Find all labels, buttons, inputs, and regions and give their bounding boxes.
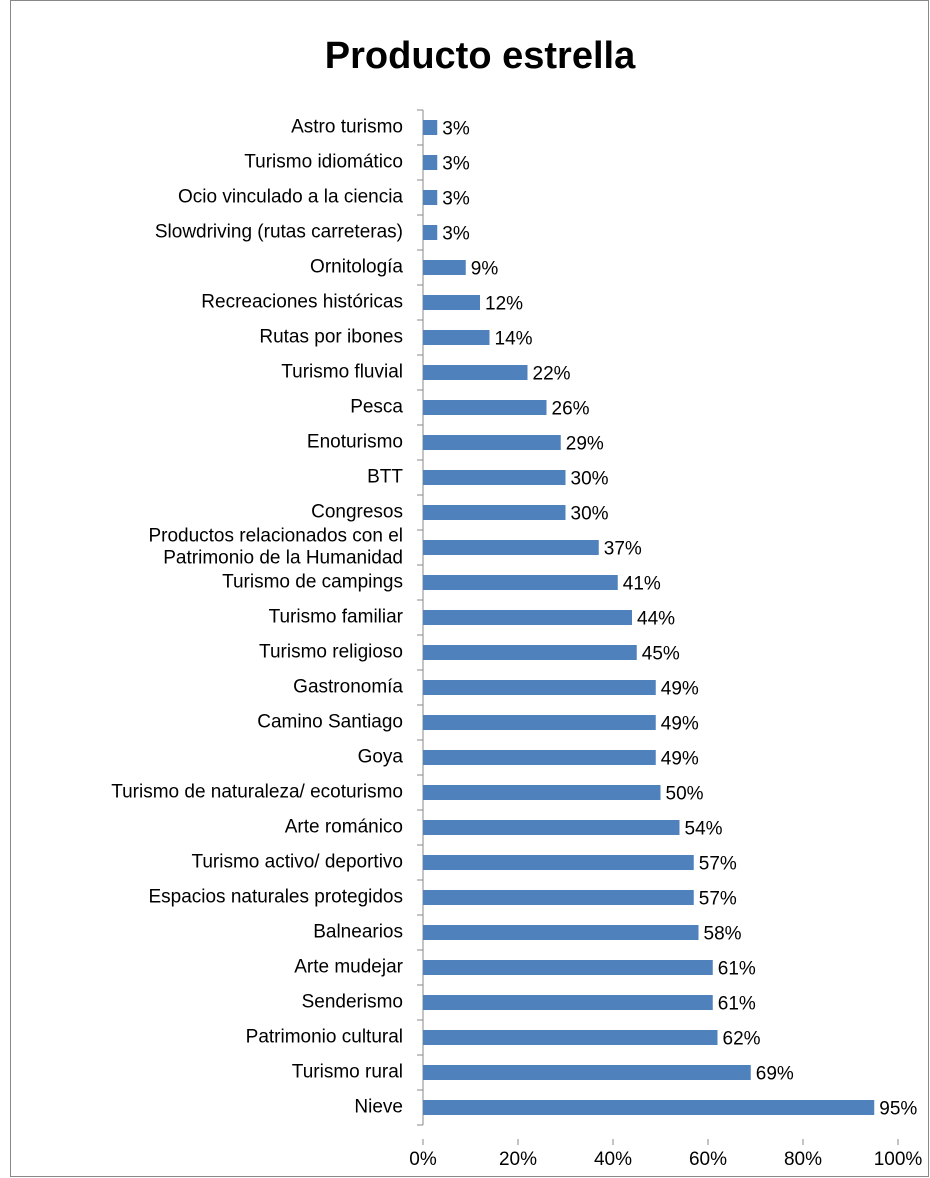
y-tick-label: Turismo fluvial — [281, 362, 403, 383]
bar — [423, 155, 438, 170]
bar — [423, 785, 661, 800]
bar — [423, 960, 713, 975]
data-label: 50% — [666, 784, 704, 805]
y-tick-label: Patrimonio cultural — [246, 1027, 403, 1048]
y-tick-label: Turismo de campings — [222, 572, 403, 593]
data-label: 3% — [442, 154, 470, 175]
bar — [423, 435, 561, 450]
y-tick-label: Espacios naturales protegidos — [148, 887, 403, 908]
x-tick-label: 100% — [874, 1149, 923, 1170]
y-tick-label: Turismo rural — [292, 1062, 403, 1083]
data-label: 3% — [442, 224, 470, 245]
data-label: 37% — [604, 539, 642, 560]
y-tick-label: Recreaciones históricas — [201, 292, 403, 313]
bar — [423, 540, 599, 555]
bar — [423, 1030, 718, 1045]
bar — [423, 820, 680, 835]
y-tick-label: Turismo activo/ deportivo — [191, 852, 403, 873]
x-tick-label: 60% — [689, 1149, 727, 1170]
y-tick-label: Ocio vinculado a la ciencia — [178, 187, 403, 208]
y-tick-label: Turismo religioso — [259, 642, 403, 663]
bar — [423, 190, 438, 205]
bar — [423, 1065, 751, 1080]
data-label: 3% — [442, 119, 470, 140]
y-tick-label: Gastronomía — [293, 677, 403, 698]
data-label: 57% — [699, 889, 737, 910]
x-tick-label: 20% — [499, 1149, 537, 1170]
bar — [423, 890, 694, 905]
y-tick-label: Turismo idiomático — [244, 152, 403, 173]
data-label: 41% — [623, 574, 661, 595]
y-tick-label: Rutas por ibones — [259, 327, 403, 348]
data-label: 62% — [723, 1029, 761, 1050]
y-tick-label: Turismo de naturaleza/ ecoturismo — [111, 782, 403, 803]
bar — [423, 610, 632, 625]
bar — [423, 1100, 875, 1115]
y-tick-label: Arte mudejar — [294, 957, 403, 978]
y-tick-label: Balnearios — [313, 922, 403, 943]
data-label: 54% — [685, 819, 723, 840]
bar — [423, 365, 528, 380]
data-label: 22% — [533, 364, 571, 385]
bar — [423, 295, 480, 310]
y-tick-label: Slowdriving (rutas carreteras) — [155, 222, 403, 243]
data-label: 61% — [718, 994, 756, 1015]
y-tick-label: Astro turismo — [291, 117, 403, 138]
data-label: 30% — [571, 469, 609, 490]
x-tick-label: 40% — [594, 1149, 632, 1170]
bar — [423, 505, 566, 520]
data-label: 49% — [661, 714, 699, 735]
data-label: 29% — [566, 434, 604, 455]
x-tick-label: 0% — [409, 1149, 437, 1170]
data-label: 44% — [637, 609, 675, 630]
bar — [423, 680, 656, 695]
bar — [423, 855, 694, 870]
data-label: 69% — [756, 1064, 794, 1085]
data-label: 9% — [471, 259, 499, 280]
y-tick-label: Productos relacionados con el Patrimonio … — [148, 526, 403, 569]
bar — [423, 575, 618, 590]
data-label: 95% — [879, 1099, 917, 1120]
bar — [423, 995, 713, 1010]
bar — [423, 400, 547, 415]
data-label: 49% — [661, 679, 699, 700]
y-tick-label: Goya — [358, 747, 404, 768]
bar — [423, 330, 490, 345]
y-tick-label: Ornitología — [310, 257, 403, 278]
data-label: 57% — [699, 854, 737, 875]
data-label: 30% — [571, 504, 609, 525]
bar — [423, 120, 438, 135]
bar — [423, 260, 466, 275]
y-tick-label: BTT — [367, 467, 403, 488]
bar — [423, 645, 637, 660]
bar — [423, 750, 656, 765]
data-label: 49% — [661, 749, 699, 770]
y-tick-label: Pesca — [350, 397, 403, 418]
data-label: 26% — [552, 399, 590, 420]
chart-title: Producto estrella — [325, 35, 636, 77]
y-tick-label: Arte románico — [285, 817, 403, 838]
y-tick-label: Nieve — [354, 1097, 403, 1118]
data-label: 45% — [642, 644, 680, 665]
data-label: 61% — [718, 959, 756, 980]
data-label: 58% — [704, 924, 742, 945]
bar — [423, 715, 656, 730]
y-tick-label: Turismo familiar — [269, 607, 404, 628]
bar — [423, 470, 566, 485]
y-tick-label: Senderismo — [302, 992, 403, 1013]
bar — [423, 225, 438, 240]
y-tick-label: Congresos — [311, 502, 403, 523]
x-tick-label: 80% — [784, 1149, 822, 1170]
y-tick-label: Camino Santiago — [257, 712, 403, 733]
bar — [423, 925, 699, 940]
y-tick-label: Enoturismo — [307, 432, 403, 453]
data-label: 12% — [485, 294, 523, 315]
data-label: 3% — [442, 189, 470, 210]
data-label: 14% — [495, 329, 533, 350]
